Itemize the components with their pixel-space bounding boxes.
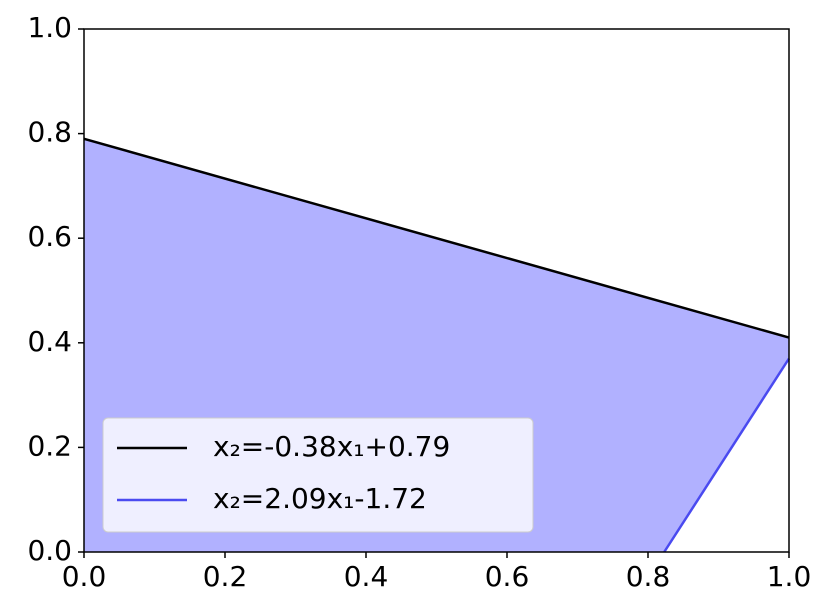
y-tick-label: 0.8 (27, 116, 72, 149)
line (83, 137, 790, 339)
legend-label: x₂=2.09x₁-1.72 (213, 482, 427, 515)
legend: x₂=-0.38x₁+0.79 x₂=2.09x₁-1.72 (102, 417, 534, 533)
x-tick-label: 0.4 (344, 560, 389, 593)
y-tick-label: 0.4 (27, 325, 72, 358)
x-tick-label: 1.0 (767, 560, 812, 593)
plot-frame (83, 28, 790, 553)
x-tick-label: 0.0 (62, 560, 107, 593)
y-tick-label: 0.6 (27, 220, 72, 253)
line (663, 357, 791, 553)
y-tick-label: 0.0 (27, 534, 72, 567)
x-tick-label: 0.6 (485, 560, 530, 593)
legend-label: x₂=-0.38x₁+0.79 (213, 430, 450, 463)
y-tick-label: 1.0 (27, 11, 72, 44)
legend-box (102, 417, 534, 533)
x-tick-label: 0.2 (203, 560, 248, 593)
y-tick-label: 0.2 (27, 429, 72, 462)
x-tick-label: 0.8 (626, 560, 671, 593)
